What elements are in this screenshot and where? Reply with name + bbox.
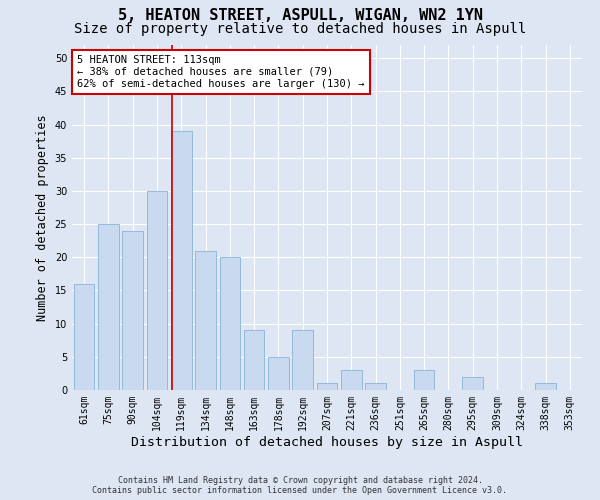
- Bar: [74, 284, 94, 390]
- Bar: [98, 224, 119, 390]
- Bar: [292, 330, 313, 390]
- Bar: [414, 370, 434, 390]
- Y-axis label: Number of detached properties: Number of detached properties: [36, 114, 49, 321]
- Bar: [220, 258, 240, 390]
- Text: 5, HEATON STREET, ASPULL, WIGAN, WN2 1YN: 5, HEATON STREET, ASPULL, WIGAN, WN2 1YN: [118, 8, 482, 22]
- Bar: [244, 330, 265, 390]
- Bar: [268, 357, 289, 390]
- X-axis label: Distribution of detached houses by size in Aspull: Distribution of detached houses by size …: [131, 436, 523, 448]
- Bar: [122, 231, 143, 390]
- Bar: [535, 384, 556, 390]
- Bar: [365, 384, 386, 390]
- Text: Size of property relative to detached houses in Aspull: Size of property relative to detached ho…: [74, 22, 526, 36]
- Text: Contains HM Land Registry data © Crown copyright and database right 2024.
Contai: Contains HM Land Registry data © Crown c…: [92, 476, 508, 495]
- Text: 5 HEATON STREET: 113sqm
← 38% of detached houses are smaller (79)
62% of semi-de: 5 HEATON STREET: 113sqm ← 38% of detache…: [77, 56, 365, 88]
- Bar: [463, 376, 483, 390]
- Bar: [171, 131, 191, 390]
- Bar: [317, 384, 337, 390]
- Bar: [195, 250, 216, 390]
- Bar: [146, 191, 167, 390]
- Bar: [341, 370, 362, 390]
